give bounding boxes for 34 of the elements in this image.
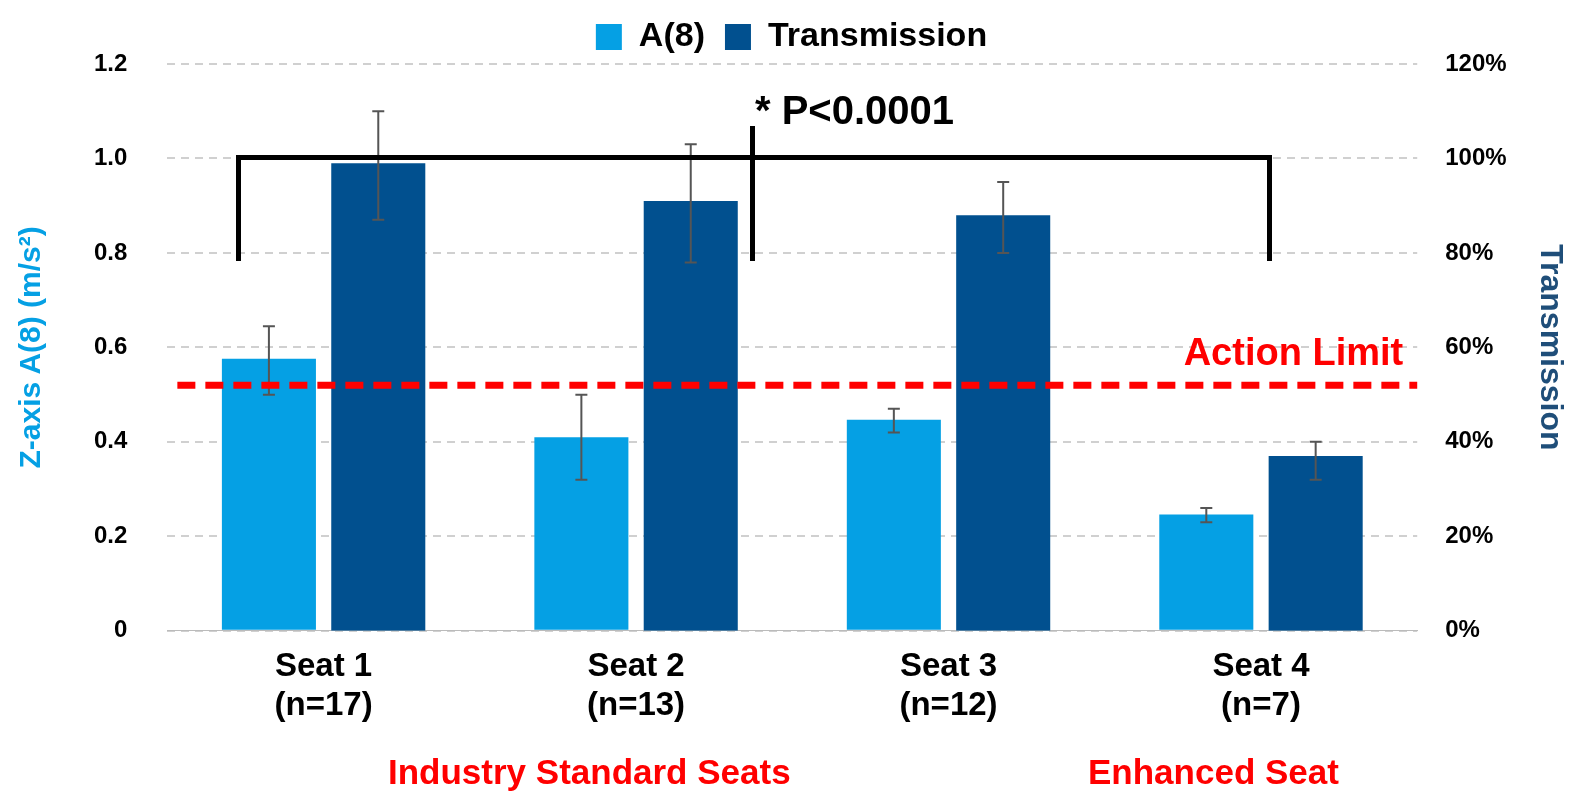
x-tick-label: Seat 1 (n=17) bbox=[274, 645, 373, 723]
y2-tick-label: 100% bbox=[1445, 143, 1507, 171]
y-tick-label: 0 bbox=[114, 615, 128, 643]
annotation: * P<0.0001 bbox=[755, 88, 955, 133]
y-tick-label: 1.0 bbox=[93, 143, 128, 171]
y-tick-label: 0.2 bbox=[93, 520, 128, 548]
text: Industry Standard Seats bbox=[388, 752, 791, 792]
legend-label: Transmission bbox=[767, 15, 988, 54]
y2-tick-label: 120% bbox=[1445, 48, 1507, 76]
bar bbox=[331, 163, 426, 631]
x-tick-label: Seat 4 (n=7) bbox=[1212, 645, 1311, 723]
bar bbox=[1159, 514, 1254, 630]
y-tick-label: 0.6 bbox=[93, 332, 128, 360]
bar bbox=[534, 437, 629, 630]
x-tick-label: Seat 3 (n=12) bbox=[899, 645, 998, 723]
x-tick-label: Seat 2 (n=13) bbox=[587, 645, 686, 723]
bar bbox=[1268, 456, 1363, 631]
legend-label: A(8) bbox=[638, 15, 705, 54]
y2-tick-label: 80% bbox=[1445, 237, 1494, 265]
text: Enhanced Seat bbox=[1088, 752, 1339, 792]
bar bbox=[221, 358, 316, 630]
bar bbox=[956, 215, 1051, 631]
y2-tick-label: 40% bbox=[1445, 426, 1494, 454]
ref-line-label: Action Limit bbox=[1183, 330, 1404, 373]
y-tick-label: 1.2 bbox=[93, 48, 128, 76]
y-tick-label: 0.4 bbox=[93, 426, 128, 454]
bar bbox=[643, 200, 738, 631]
y2-axis-title: Transmission bbox=[1533, 244, 1570, 451]
y-axis-title: Z-axis A(8) (m/s²) bbox=[13, 226, 47, 469]
y2-tick-label: 60% bbox=[1445, 332, 1494, 360]
y2-tick-label: 20% bbox=[1445, 520, 1494, 548]
bar bbox=[846, 419, 941, 630]
y2-tick-label: 0% bbox=[1445, 615, 1480, 643]
y-tick-label: 0.8 bbox=[93, 237, 128, 265]
